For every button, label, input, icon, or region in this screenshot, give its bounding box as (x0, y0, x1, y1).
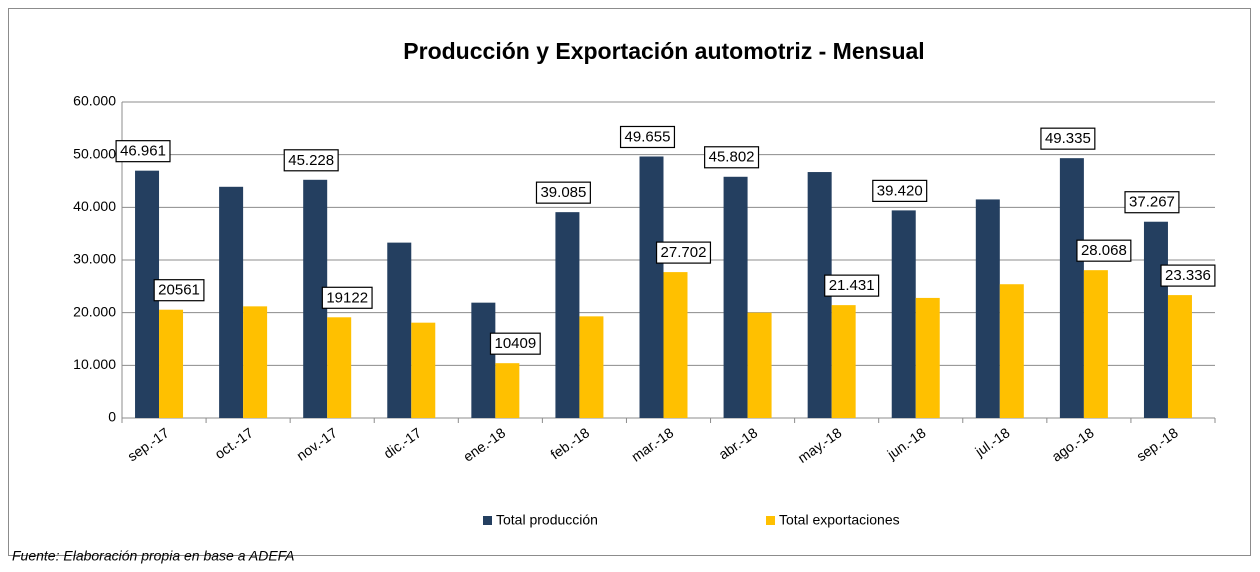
data-label-box (153, 279, 205, 302)
bar (243, 306, 268, 418)
bar (999, 284, 1024, 418)
data-label: 27.702 (655, 241, 712, 264)
data-label-text: 49.655 (625, 128, 671, 145)
bar (663, 272, 688, 418)
data-label: 37.267 (1124, 191, 1180, 214)
data-label-box (824, 274, 880, 297)
bar (1083, 270, 1108, 418)
bar (387, 242, 412, 418)
data-label-text: 37.267 (1129, 194, 1175, 211)
data-label: 49.655 (619, 125, 676, 149)
data-label-text: 23.336 (1165, 267, 1211, 284)
source-note: Fuente: Elaboración propia en base a ADE… (12, 548, 295, 564)
bar (747, 312, 772, 418)
data-label-box (619, 125, 676, 149)
bar (639, 156, 664, 418)
data-label-box (1076, 239, 1132, 262)
bar (831, 305, 856, 418)
legend-swatch (766, 516, 775, 525)
data-label: 10409 (489, 332, 541, 355)
data-label: 28.068 (1076, 239, 1132, 262)
data-label-box (535, 181, 591, 204)
y-tick-label: 20.000 (73, 303, 116, 319)
bar (723, 176, 748, 418)
y-tick-label: 60.000 (73, 93, 116, 109)
bar (579, 316, 604, 418)
data-label-text: 28.068 (1081, 242, 1127, 259)
data-label: 45.228 (283, 149, 339, 172)
data-label-text: 46.961 (120, 143, 166, 160)
legend-swatch (483, 516, 492, 525)
data-label-box (1160, 264, 1216, 287)
bar (495, 363, 520, 418)
data-label-text: 20561 (158, 282, 200, 299)
bar (219, 186, 244, 418)
data-label-box (115, 140, 171, 163)
bar (1143, 221, 1168, 418)
data-label-text: 39.085 (540, 184, 586, 201)
data-label: 45.802 (704, 146, 760, 169)
data-label-box (283, 149, 339, 172)
data-label-text: 10409 (494, 335, 536, 352)
bar (555, 212, 580, 418)
data-label-text: 45.802 (709, 149, 755, 166)
data-label-box (321, 286, 373, 309)
y-tick-label: 40.000 (73, 198, 116, 214)
data-label: 19122 (321, 286, 373, 309)
data-label: 20561 (153, 279, 205, 302)
data-label-text: 19122 (326, 289, 368, 306)
bar (1167, 295, 1192, 418)
bar (159, 309, 184, 418)
data-label-text: 21.431 (829, 277, 875, 294)
legend-label: Total exportaciones (779, 512, 900, 528)
data-label-text: 27.702 (661, 244, 707, 261)
data-label: 21.431 (824, 274, 880, 297)
bar (471, 302, 496, 418)
data-label-box (489, 332, 541, 355)
data-label: 23.336 (1160, 264, 1216, 287)
y-tick-label: 30.000 (73, 251, 116, 267)
data-label: 39.420 (872, 179, 928, 202)
legend-label: Total producción (496, 512, 598, 528)
bar (975, 199, 1000, 418)
data-label-text: 39.420 (877, 182, 923, 199)
y-tick-label: 10.000 (73, 356, 116, 372)
data-label-box (1040, 127, 1096, 150)
y-tick-label: 50.000 (73, 145, 116, 161)
data-label-box (1124, 191, 1180, 214)
data-label: 46.961 (115, 140, 171, 163)
data-label-text: 45.228 (288, 152, 334, 169)
bar (915, 297, 940, 418)
data-label-box (704, 146, 760, 169)
bar (327, 317, 352, 418)
bar (1059, 158, 1084, 418)
data-label-box (655, 241, 712, 264)
bar (411, 322, 436, 418)
data-label-box (872, 179, 928, 202)
data-label: 39.085 (535, 181, 591, 204)
chart-title: Producción y Exportación automotriz - Me… (403, 38, 924, 64)
y-tick-label: 0 (108, 409, 116, 425)
bar (891, 210, 916, 418)
data-label-text: 49.335 (1045, 130, 1091, 147)
data-label: 49.335 (1040, 127, 1096, 150)
chart-frame (8, 8, 1251, 556)
